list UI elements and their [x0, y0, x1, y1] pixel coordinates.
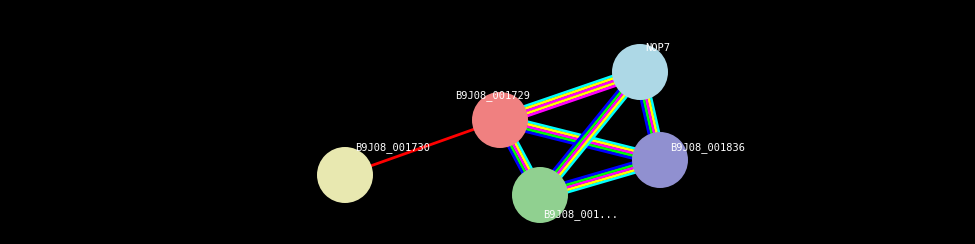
- Text: NOP7: NOP7: [645, 43, 670, 53]
- Circle shape: [612, 44, 668, 100]
- Circle shape: [632, 132, 688, 188]
- Text: B9J08_001729: B9J08_001729: [455, 91, 530, 102]
- Text: B9J08_001836: B9J08_001836: [670, 142, 745, 153]
- Circle shape: [512, 167, 568, 223]
- Text: B9J08_001...: B9J08_001...: [543, 210, 618, 220]
- Circle shape: [317, 147, 373, 203]
- Circle shape: [472, 92, 528, 148]
- Text: B9J08_001730: B9J08_001730: [355, 142, 430, 153]
